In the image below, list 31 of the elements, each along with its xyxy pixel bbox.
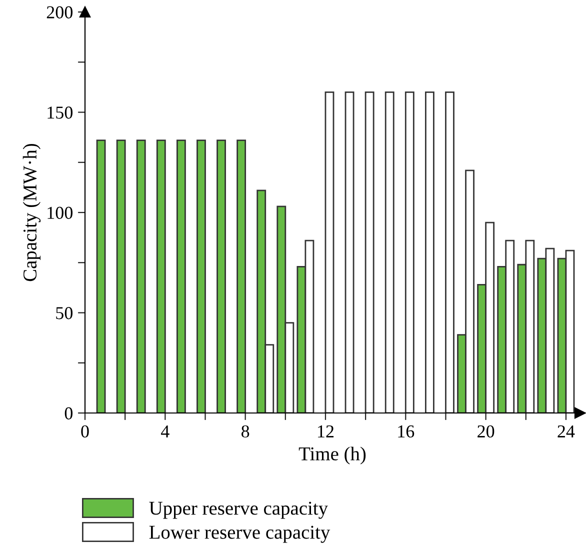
- y-tick-label: 150: [48, 106, 73, 119]
- bar: [344, 92, 354, 413]
- y-tick-label: 200: [46, 6, 73, 18]
- x-tick-label: 4: [161, 425, 170, 438]
- legend-label: Lower reserve capacity: [149, 526, 330, 543]
- bar: [116, 140, 126, 413]
- bar: [196, 140, 206, 413]
- x-tick-label: 8: [242, 425, 250, 438]
- bar: [364, 92, 374, 413]
- bar: [324, 92, 334, 413]
- bar: [236, 140, 246, 413]
- x-tick-label: 20: [478, 425, 494, 438]
- bar: [136, 140, 146, 413]
- bar: [424, 92, 434, 413]
- y-tick-label: 0: [64, 407, 73, 420]
- bar: [176, 140, 186, 413]
- bar: [156, 140, 166, 413]
- bar: [404, 92, 414, 413]
- x-axis-title: Time (h): [298, 446, 366, 464]
- y-tick-label: 100: [48, 206, 73, 219]
- bar: [96, 140, 106, 413]
- x-tick-label: 24: [558, 425, 575, 438]
- x-tick-label: 12: [318, 425, 334, 438]
- y-tick-label: 50: [56, 307, 73, 320]
- x-tick-label: 16: [398, 425, 414, 438]
- bar: [216, 140, 226, 413]
- bar: [445, 92, 454, 413]
- bar: [384, 92, 394, 413]
- x-tick-label: 0: [81, 425, 89, 438]
- y-axis-title: Capacity (MW·h): [22, 144, 41, 282]
- legend-label: Upper reserve capacity: [149, 502, 328, 519]
